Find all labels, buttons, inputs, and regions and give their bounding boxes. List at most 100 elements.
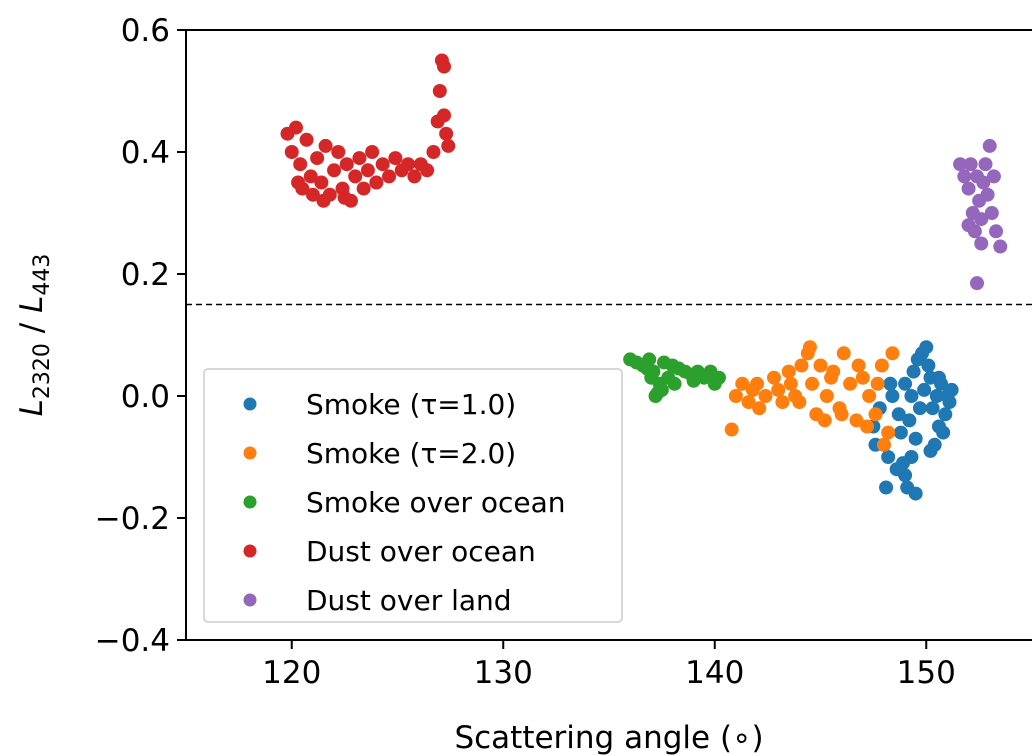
data-point bbox=[420, 163, 435, 178]
data-point bbox=[974, 236, 989, 251]
data-point bbox=[437, 59, 452, 74]
data-point bbox=[686, 373, 701, 388]
data-point bbox=[891, 407, 906, 422]
data-point bbox=[401, 157, 416, 172]
data-point bbox=[805, 376, 820, 391]
data-point bbox=[938, 407, 953, 422]
data-point bbox=[735, 376, 750, 391]
data-point bbox=[982, 138, 997, 153]
y-tick-label: −0.4 bbox=[95, 623, 170, 659]
data-point bbox=[650, 385, 665, 400]
data-point bbox=[986, 169, 1001, 184]
data-point bbox=[775, 395, 790, 410]
data-point bbox=[288, 120, 303, 135]
data-point bbox=[758, 389, 773, 403]
x-tick-label: 130 bbox=[474, 655, 533, 691]
data-point bbox=[883, 376, 898, 391]
data-point bbox=[984, 206, 999, 220]
data-point bbox=[989, 224, 1004, 239]
data-point bbox=[310, 151, 325, 166]
data-point bbox=[936, 425, 951, 440]
legend-box bbox=[203, 368, 623, 623]
data-point bbox=[303, 169, 318, 184]
y-tick-label: 0.4 bbox=[121, 135, 170, 171]
data-point bbox=[919, 340, 934, 355]
legend-marker bbox=[243, 495, 257, 509]
data-point bbox=[970, 276, 985, 291]
data-point bbox=[375, 157, 390, 172]
data-point bbox=[963, 157, 978, 172]
data-point bbox=[316, 193, 331, 208]
data-point bbox=[978, 157, 993, 172]
data-point bbox=[667, 376, 682, 391]
data-point bbox=[318, 138, 333, 153]
x-axis-title: Scattering angle (∘) bbox=[454, 720, 763, 756]
data-point bbox=[711, 370, 726, 385]
data-point bbox=[284, 145, 299, 159]
data-point bbox=[836, 346, 851, 361]
y-axis-title-den-sub: 443 bbox=[30, 254, 55, 296]
data-point bbox=[961, 181, 976, 196]
data-point bbox=[895, 456, 910, 471]
legend-label: Dust over ocean bbox=[306, 535, 536, 568]
data-point bbox=[881, 425, 896, 440]
data-point bbox=[339, 157, 354, 172]
data-point bbox=[874, 358, 889, 373]
y-tick-label: 0.6 bbox=[121, 13, 170, 49]
data-point bbox=[745, 382, 760, 397]
data-point bbox=[327, 163, 342, 178]
y-axis-title-den: L bbox=[14, 296, 50, 313]
data-point bbox=[293, 157, 308, 172]
series-3 bbox=[280, 53, 456, 208]
data-point bbox=[868, 407, 883, 422]
axes bbox=[185, 29, 1032, 641]
data-point bbox=[923, 443, 938, 458]
data-point bbox=[783, 376, 798, 391]
data-point bbox=[752, 401, 767, 416]
legend-marker bbox=[243, 397, 257, 411]
legend: Smoke (τ=1.0) Smoke (τ=2.0) Smoke over oce… bbox=[203, 368, 623, 623]
data-point bbox=[862, 389, 877, 403]
y-tick-label: 0.0 bbox=[121, 379, 170, 415]
data-point bbox=[360, 163, 375, 178]
x-tick-label: 120 bbox=[262, 655, 321, 691]
data-point bbox=[352, 151, 367, 166]
y-ticks: −0.4 −0.2 0.0 0.2 0.4 0.6 bbox=[95, 13, 186, 659]
data-point bbox=[976, 175, 991, 190]
data-point bbox=[314, 175, 329, 190]
data-point bbox=[369, 175, 384, 190]
data-point bbox=[441, 138, 456, 153]
data-point bbox=[944, 382, 959, 397]
data-point bbox=[879, 480, 894, 495]
data-point bbox=[908, 486, 923, 501]
data-point bbox=[813, 358, 828, 373]
data-point bbox=[925, 401, 940, 416]
y-axis-title-sep: / bbox=[14, 313, 50, 343]
legend-marker bbox=[243, 544, 257, 558]
x-tick-label: 140 bbox=[685, 655, 744, 691]
y-axis-title: L2320 / L443 bbox=[14, 254, 55, 417]
data-point bbox=[291, 175, 306, 190]
points-layer bbox=[280, 53, 1008, 501]
data-point bbox=[942, 395, 957, 410]
data-point bbox=[993, 239, 1008, 254]
data-point bbox=[802, 340, 817, 355]
data-point bbox=[834, 407, 849, 422]
series-1 bbox=[724, 340, 900, 452]
data-point bbox=[640, 361, 655, 376]
data-point bbox=[881, 450, 896, 464]
series-4 bbox=[953, 138, 1008, 291]
data-point bbox=[407, 169, 422, 184]
data-point bbox=[953, 157, 968, 172]
data-point bbox=[849, 413, 864, 428]
data-point bbox=[365, 145, 380, 159]
data-point bbox=[437, 108, 452, 123]
y-axis-title-num-sub: 2320 bbox=[30, 343, 55, 399]
data-point bbox=[855, 370, 870, 385]
y-tick-label: −0.2 bbox=[95, 501, 170, 537]
data-point bbox=[902, 413, 917, 428]
data-point bbox=[794, 358, 809, 373]
data-point bbox=[974, 212, 989, 227]
data-point bbox=[331, 145, 346, 159]
